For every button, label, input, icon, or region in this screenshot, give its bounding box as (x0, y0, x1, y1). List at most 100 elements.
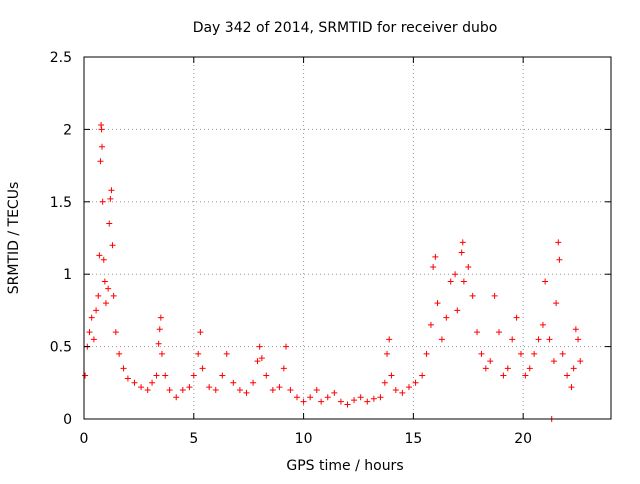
data-point (443, 314, 450, 321)
data-point (258, 355, 265, 362)
data-point (86, 329, 93, 336)
y-tick-label: 0.5 (50, 340, 72, 356)
data-point (166, 387, 173, 394)
y-tick-label: 2.5 (50, 50, 72, 66)
data-point (447, 278, 454, 285)
data-point (324, 394, 331, 401)
data-point (256, 343, 263, 350)
data-point (392, 387, 399, 394)
data-point (568, 384, 575, 391)
data-point (223, 350, 230, 357)
data-point (377, 394, 384, 401)
y-axis-label: SRMTID / TECUs (6, 182, 22, 295)
data-point (131, 379, 138, 386)
data-point (509, 336, 516, 343)
data-point (577, 358, 584, 365)
data-point (386, 336, 393, 343)
data-point (487, 358, 494, 365)
data-point (526, 365, 533, 372)
data-point (153, 372, 160, 379)
data-point (197, 329, 204, 336)
data-point (482, 365, 489, 372)
x-tick-label: 15 (404, 431, 422, 447)
data-point (556, 256, 563, 263)
data-point (97, 158, 104, 165)
data-point (280, 365, 287, 372)
data-point (337, 398, 344, 405)
data-point (405, 384, 412, 391)
x-axis-label: GPS time / hours (286, 458, 403, 474)
data-point (98, 126, 105, 133)
y-tick-label: 2 (63, 122, 72, 138)
data-point (432, 253, 439, 260)
data-point (313, 387, 320, 394)
data-point (458, 249, 465, 256)
plot-frame (83, 56, 612, 420)
data-point (158, 350, 165, 357)
data-point (195, 350, 202, 357)
data-point (550, 358, 557, 365)
data-point (427, 321, 434, 328)
data-point (199, 365, 206, 372)
data-point (99, 198, 106, 205)
data-point (206, 384, 213, 391)
data-point (434, 300, 441, 307)
x-tick-label: 5 (189, 431, 198, 447)
data-point (496, 329, 503, 336)
data-point (107, 195, 114, 202)
data-point (236, 387, 243, 394)
data-point (307, 394, 314, 401)
data-point (364, 398, 371, 405)
data-point (287, 387, 294, 394)
data-point (155, 340, 162, 347)
data-point (93, 307, 100, 314)
data-point (190, 372, 197, 379)
data-point (357, 394, 364, 401)
data-point (384, 350, 391, 357)
data-point (423, 350, 430, 357)
data-point (491, 292, 498, 299)
data-point (559, 350, 566, 357)
data-point (230, 379, 237, 386)
data-point (553, 300, 560, 307)
data-point (109, 242, 116, 249)
data-point (106, 220, 113, 227)
data-point (112, 329, 119, 336)
data-point (90, 336, 97, 343)
data-point (430, 263, 437, 270)
data-point (555, 239, 562, 246)
data-point (149, 379, 156, 386)
data-point (250, 379, 257, 386)
data-point (99, 143, 106, 150)
axis-tick-labels: 0 5 10 15 20 0 0.5 1 1.5 2 2.5 (50, 50, 532, 447)
x-tick-label: 10 (295, 431, 313, 447)
y-tick-label: 0 (63, 412, 72, 428)
data-point (575, 336, 582, 343)
data-point (546, 336, 553, 343)
data-point (460, 278, 467, 285)
data-point (293, 394, 300, 401)
data-point (344, 401, 351, 408)
data-point (474, 329, 481, 336)
y-tick-label: 1.5 (50, 195, 72, 211)
data-point (459, 239, 466, 246)
data-point (219, 372, 226, 379)
data-point (539, 321, 546, 328)
grid-lines (84, 57, 611, 419)
data-point (283, 343, 290, 350)
data-point (513, 314, 520, 321)
data-point (564, 372, 571, 379)
data-point (212, 387, 219, 394)
data-point (156, 326, 163, 333)
data-point (186, 384, 193, 391)
data-point (120, 365, 127, 372)
data-point (412, 379, 419, 386)
data-point (96, 252, 103, 259)
data-point (95, 292, 102, 299)
data-point (138, 384, 145, 391)
data-point (465, 263, 472, 270)
data-point (331, 389, 338, 396)
data-point (469, 292, 476, 299)
